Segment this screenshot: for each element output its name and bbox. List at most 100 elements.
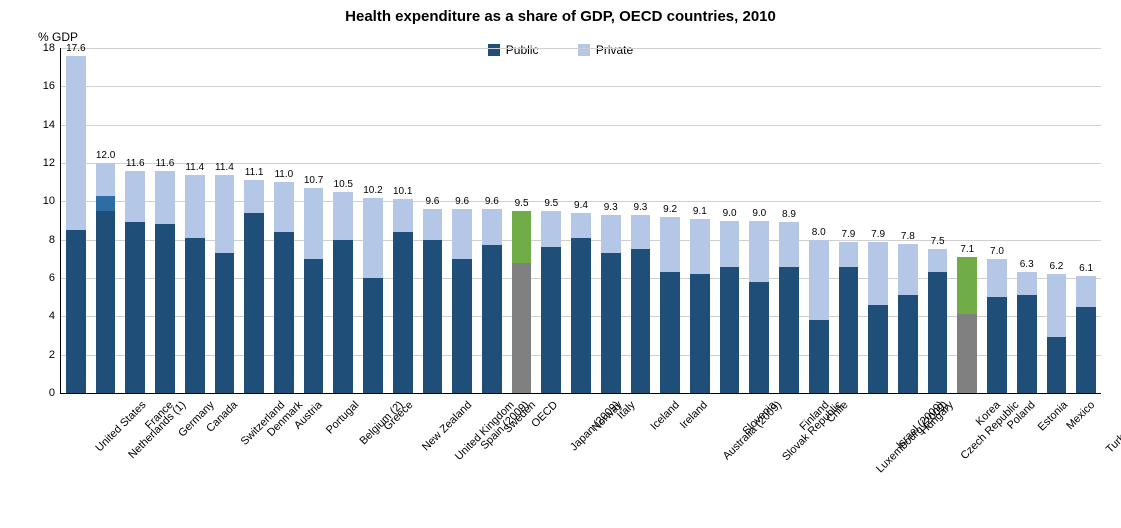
bar-total-label: 8.9 xyxy=(782,209,796,220)
bar-total-label: 7.9 xyxy=(841,229,855,240)
bar-segment-public xyxy=(898,295,918,393)
bar-segment-private xyxy=(1017,272,1037,295)
bar-segment-public xyxy=(393,232,413,393)
bar-segment-public xyxy=(868,305,888,393)
bar-segment-private xyxy=(215,175,235,254)
bar-segment-private xyxy=(482,209,502,245)
x-tick-label: Mexico xyxy=(1065,399,1098,432)
chart-title: Health expenditure as a share of GDP, OE… xyxy=(0,8,1121,25)
bar-segment-private xyxy=(304,188,324,259)
bar-segment-public xyxy=(839,267,859,394)
y-tick-label: 0 xyxy=(49,387,55,399)
gridline xyxy=(61,125,1101,126)
bar-segment-private xyxy=(393,199,413,232)
bar-total-label: 9.6 xyxy=(455,196,469,207)
bar-segment-private xyxy=(155,171,175,225)
bar-segment-private xyxy=(274,182,294,232)
bar-segment-private xyxy=(987,259,1007,297)
bar-total-label: 10.2 xyxy=(363,185,382,196)
bar-total-label: 11.0 xyxy=(274,169,293,180)
plot-area: 02468101214161817.6United States12.0Neth… xyxy=(60,48,1101,394)
bar-segment-private xyxy=(1076,276,1096,307)
y-tick-label: 10 xyxy=(43,195,55,207)
y-tick-label: 2 xyxy=(49,349,55,361)
bar-segment-public xyxy=(928,272,948,393)
bar-segment-public xyxy=(274,232,294,393)
bar-total-label: 9.1 xyxy=(693,206,707,217)
bar-total-label: 6.2 xyxy=(1049,261,1063,272)
y-tick-label: 18 xyxy=(43,42,55,54)
bar-segment-public xyxy=(720,267,740,394)
bar-segment-private xyxy=(423,209,443,240)
bar-segment-public xyxy=(690,274,710,393)
bar-segment-private xyxy=(631,215,651,250)
bar-segment-public xyxy=(512,263,532,393)
bar-total-label: 7.5 xyxy=(931,236,945,247)
bar-total-label: 7.9 xyxy=(871,229,885,240)
bar-segment-private xyxy=(690,219,710,275)
bar-total-label: 9.3 xyxy=(633,202,647,213)
bar-segment-private xyxy=(928,249,948,272)
bar-segment-private xyxy=(512,211,532,263)
bar-segment-public xyxy=(1047,337,1067,393)
bar-total-label: 10.5 xyxy=(334,179,353,190)
bar-segment-private xyxy=(333,192,353,240)
bar-segment-private xyxy=(779,222,799,266)
bar-segment-private xyxy=(868,242,888,305)
bar-total-label: 17.6 xyxy=(66,43,85,54)
bar-total-label: 6.1 xyxy=(1079,263,1093,274)
bar-segment-private xyxy=(363,198,383,279)
bar-segment-public xyxy=(482,245,502,393)
bar-segment-public xyxy=(452,259,472,393)
bar-segment-public xyxy=(333,240,353,393)
x-tick-label: Estonia xyxy=(1035,399,1069,433)
bar-segment-public xyxy=(809,320,829,393)
bar-segment-private xyxy=(660,217,680,273)
bar-segment-public xyxy=(66,230,86,393)
bar-total-label: 11.6 xyxy=(156,158,175,169)
bar-segment-public xyxy=(423,240,443,393)
bar-total-label: 12.0 xyxy=(96,150,115,161)
bar-segment-private xyxy=(452,209,472,259)
bar-segment-private xyxy=(66,56,86,230)
bar-total-label: 9.0 xyxy=(723,208,737,219)
y-tick-label: 4 xyxy=(49,310,55,322)
bar-total-label: 11.4 xyxy=(215,162,234,173)
bar-segment-public xyxy=(244,213,264,393)
y-tick-label: 6 xyxy=(49,272,55,284)
bar-total-label: 9.5 xyxy=(515,198,529,209)
bar-segment-private xyxy=(898,244,918,296)
bar-total-label: 11.6 xyxy=(126,158,145,169)
bar-segment-public xyxy=(363,278,383,393)
bar-segment-private xyxy=(839,242,859,267)
bar-segment-public xyxy=(957,314,977,393)
gridline xyxy=(61,86,1101,87)
x-tick-label: Ireland xyxy=(678,399,710,431)
y-tick-label: 12 xyxy=(43,157,55,169)
bar-segment-public xyxy=(541,247,561,393)
y-tick-label: 8 xyxy=(49,234,55,246)
x-tick-label: Turkey (2008) xyxy=(1104,399,1121,456)
bar-segment-private xyxy=(125,171,145,223)
bar-total-label: 7.0 xyxy=(990,246,1004,257)
bar-total-label: 9.0 xyxy=(752,208,766,219)
bar-segment-private xyxy=(541,211,561,247)
bar-segment-private xyxy=(957,257,977,315)
bar-segment-public-base xyxy=(96,211,116,393)
bar-total-label: 9.6 xyxy=(425,196,439,207)
bar-segment-public xyxy=(155,224,175,393)
bar-segment-private xyxy=(185,175,205,238)
chart-container: Health expenditure as a share of GDP, OE… xyxy=(0,0,1121,528)
bar-segment-private xyxy=(809,240,829,321)
bar-segment-private xyxy=(96,163,116,196)
bar-total-label: 8.0 xyxy=(812,227,826,238)
bar-total-label: 11.1 xyxy=(245,167,264,178)
x-tick-label: Iceland xyxy=(649,399,683,433)
gridline xyxy=(61,48,1101,49)
bar-segment-public xyxy=(987,297,1007,393)
bar-total-label: 9.3 xyxy=(604,202,618,213)
bar-total-label: 7.1 xyxy=(960,244,974,255)
bar-total-label: 9.5 xyxy=(544,198,558,209)
bar-segment-public xyxy=(631,249,651,393)
bar-segment-public xyxy=(779,267,799,394)
